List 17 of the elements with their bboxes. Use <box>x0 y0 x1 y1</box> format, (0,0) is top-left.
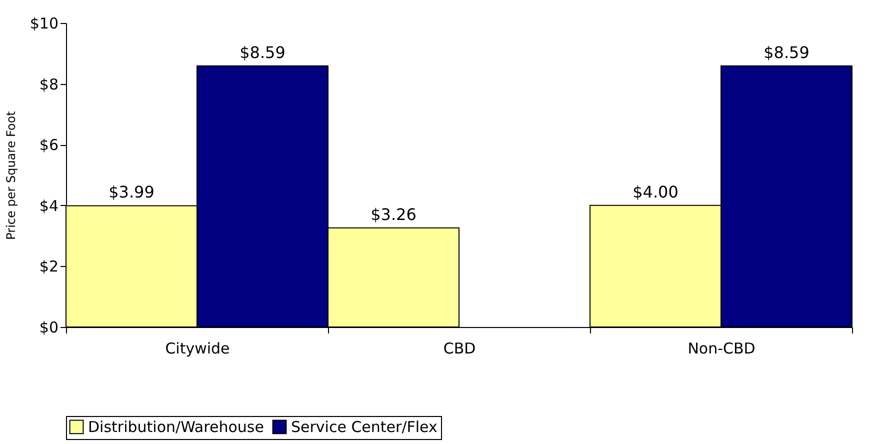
y-tick-label: $8 <box>39 75 58 94</box>
data-label: $8.59 <box>764 42 810 62</box>
y-tick-label: $6 <box>39 136 58 154</box>
x-tick-label: CBD <box>443 340 476 358</box>
data-label: $3.99 <box>108 182 154 202</box>
y-axis-title: Price per Square Foot <box>4 110 18 240</box>
data-label: $4.00 <box>632 182 678 202</box>
y-tick-label: $0 <box>39 318 58 336</box>
x-tick-label: Non-CBD <box>688 340 756 358</box>
x-tick-label: Citywide <box>165 340 230 358</box>
y-tick-label: $4 <box>39 196 58 215</box>
data-label: $8.59 <box>240 42 286 62</box>
data-label: $3.26 <box>370 204 416 224</box>
legend-label: Service Center/Flex <box>291 418 438 436</box>
y-tick-label: $2 <box>39 258 58 276</box>
y-tick-label: $10 <box>30 14 58 32</box>
legend-label: Distribution/Warehouse <box>88 418 264 436</box>
